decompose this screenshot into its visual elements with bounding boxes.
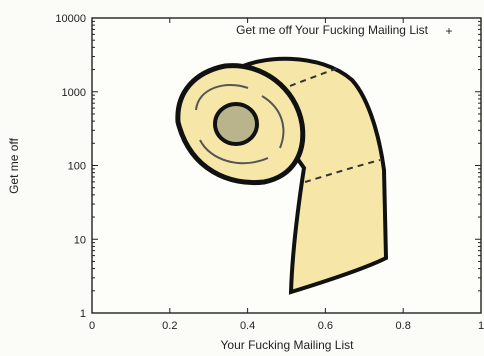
legend-marker: + — [445, 24, 452, 38]
x-tick-label: 0.6 — [318, 320, 333, 332]
y-tick-label: 1000 — [62, 87, 86, 99]
perforation — [304, 159, 381, 183]
y-axis-label: Get me off — [7, 137, 21, 193]
roll-swirl — [195, 84, 249, 111]
x-tick-label: 0 — [89, 320, 95, 332]
toilet-paper-illustration — [175, 56, 389, 295]
legend-label: Get me off Your Fucking Mailing List — [236, 23, 429, 37]
y-tick-label: 10 — [74, 234, 86, 246]
x-tick-label: 0.2 — [162, 320, 177, 332]
x-axis: 0 0.2 0.4 0.6 0.8 1 — [89, 18, 484, 332]
perforation — [289, 67, 339, 87]
roll-core — [213, 102, 259, 146]
x-tick-label: 0.8 — [396, 320, 411, 332]
y-tick-label: 10000 — [55, 13, 86, 25]
x-tick-label: 1 — [478, 320, 484, 332]
y-tick-label: 1 — [80, 308, 86, 320]
x-tick-label: 0.4 — [240, 320, 255, 332]
roll-swirl — [199, 139, 269, 165]
y-axis: 1 10 100 1000 10000 — [55, 13, 481, 320]
x-axis-label: Your Fucking Mailing List — [221, 338, 355, 352]
y-tick-label: 100 — [68, 161, 86, 173]
roll-swirl — [261, 95, 285, 149]
